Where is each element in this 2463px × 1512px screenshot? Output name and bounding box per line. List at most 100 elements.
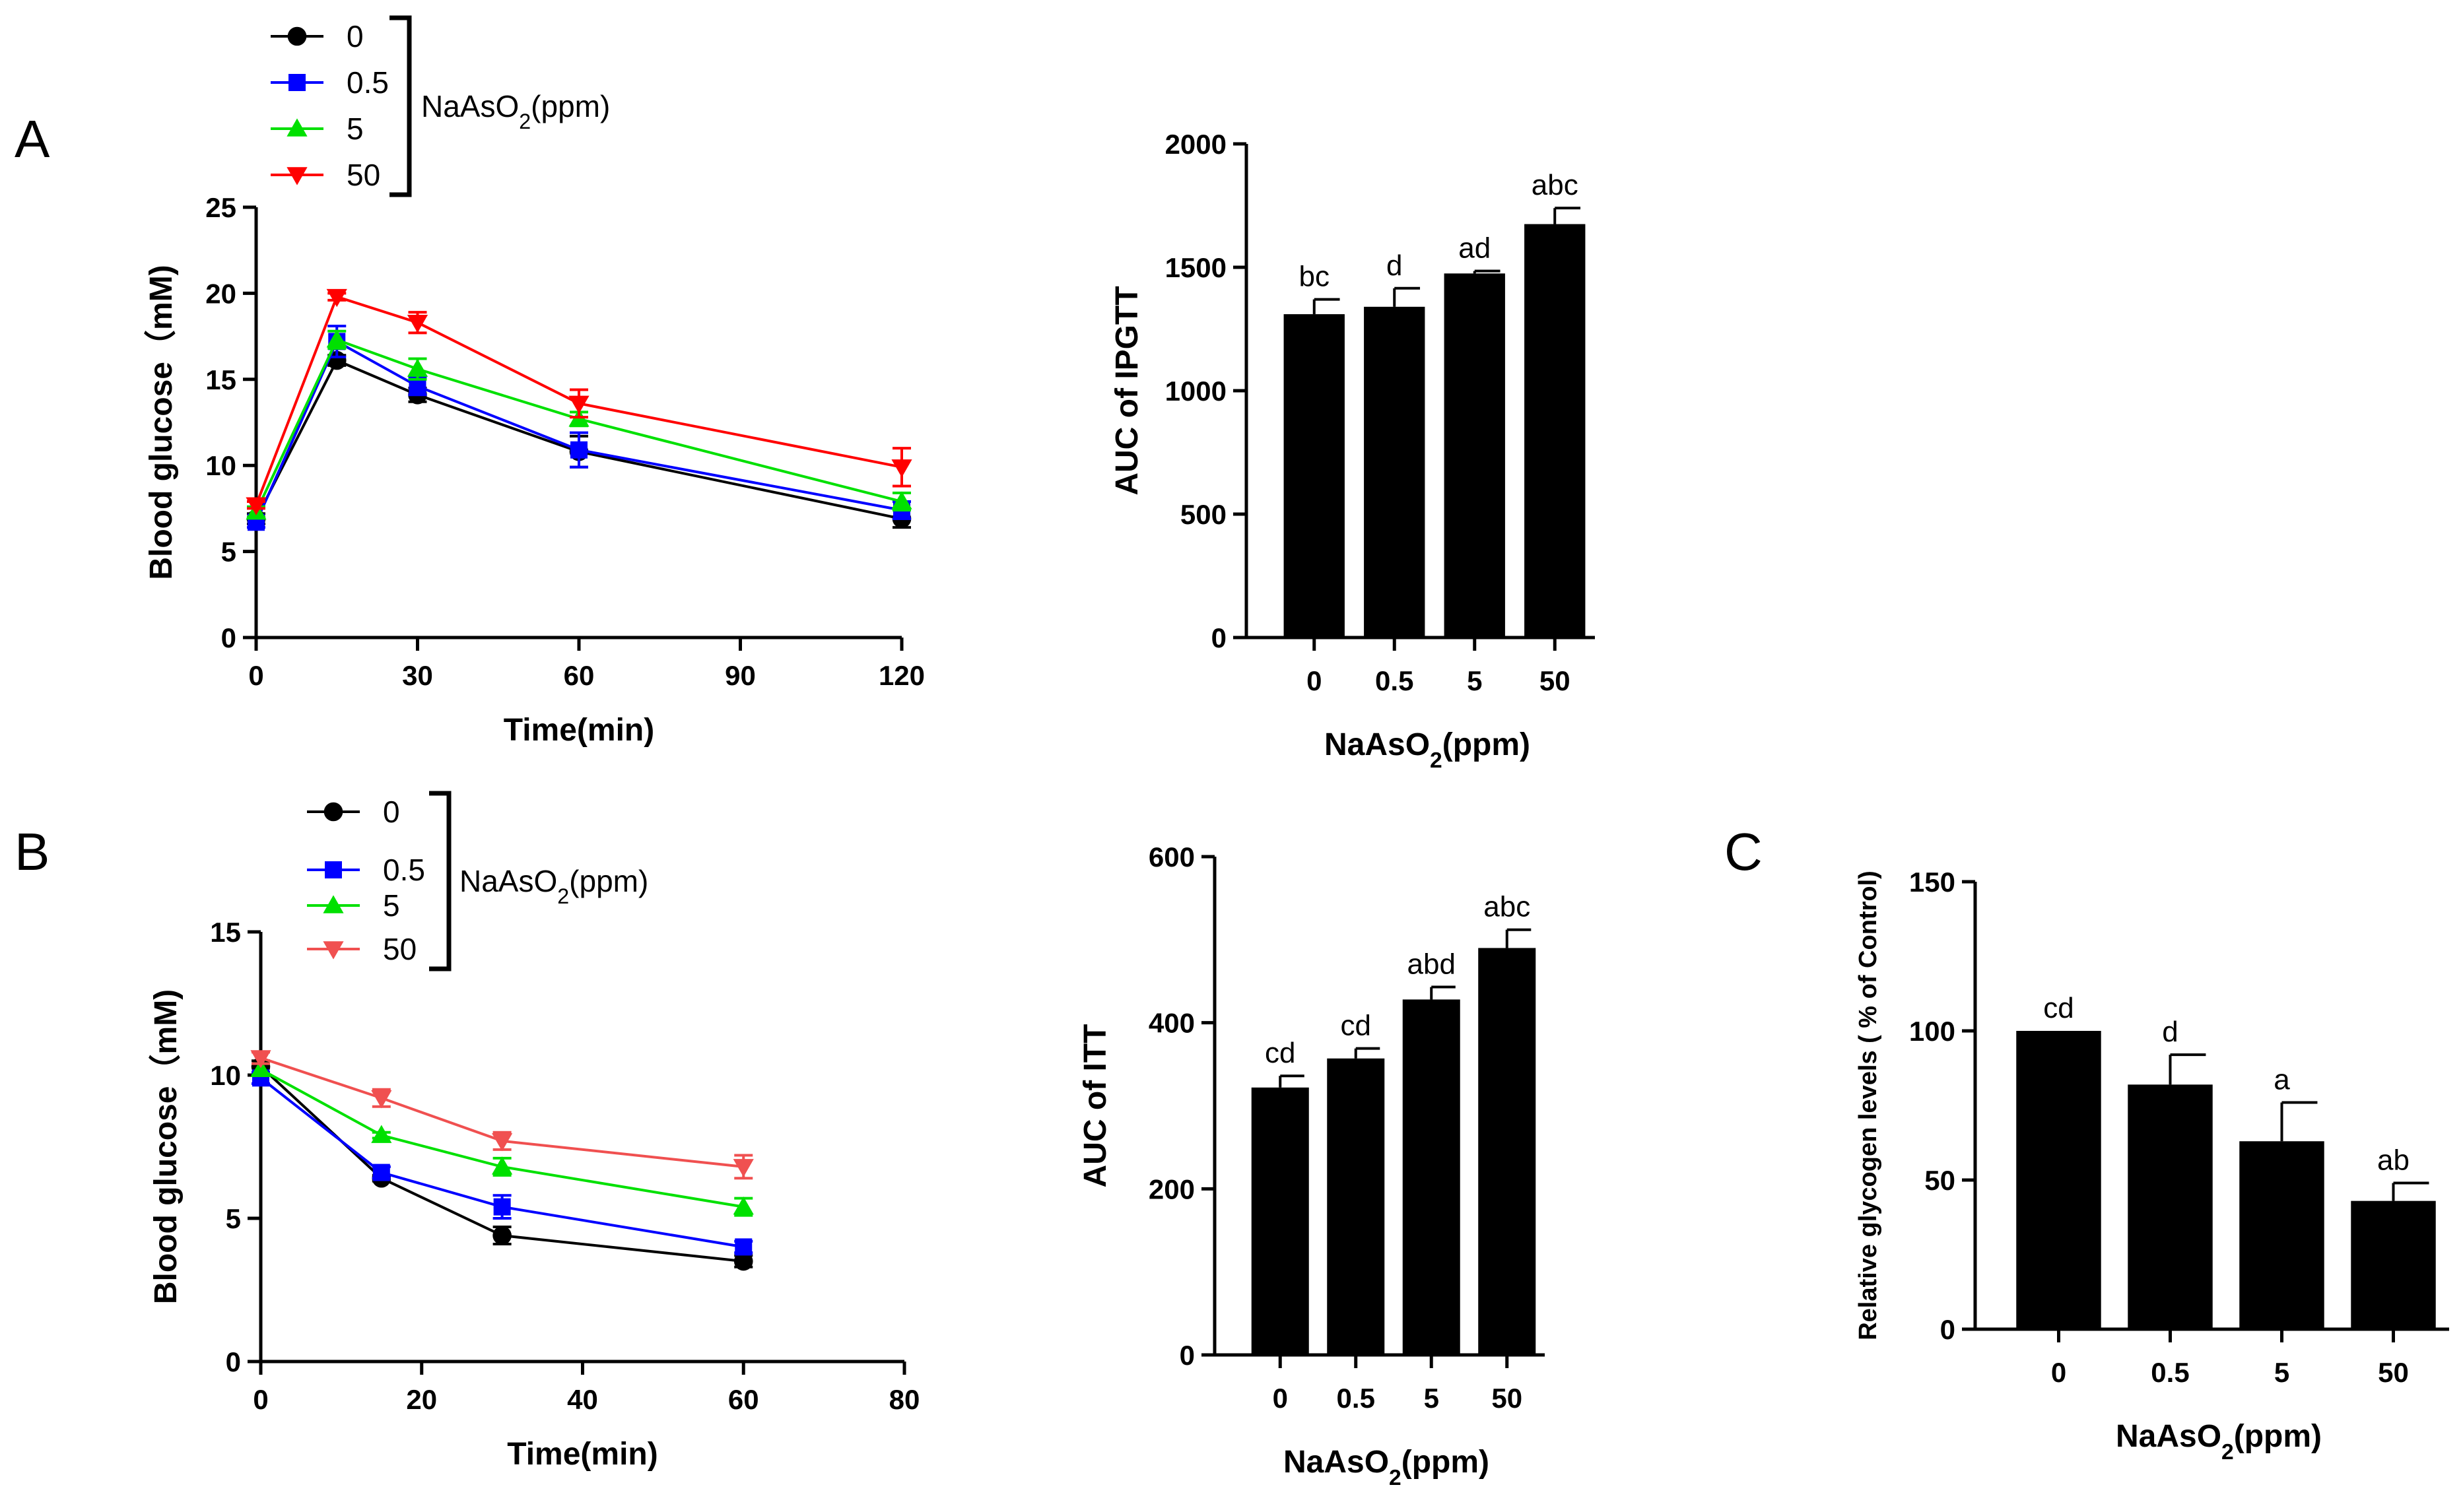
x-axis-title: Time(min): [504, 713, 654, 748]
series-line: [259, 1065, 744, 1263]
x-tick-label: 50: [2378, 1357, 2409, 1388]
data-point: [733, 1251, 753, 1271]
x-tick-label: 0: [248, 660, 263, 691]
y-tick-label: 10: [205, 450, 236, 481]
significance-label: cd: [1341, 1010, 1371, 1042]
x-tick-label: 0: [2051, 1357, 2066, 1388]
significance-label: d: [1386, 249, 1402, 282]
y-tick-label: 0: [221, 622, 236, 653]
legend-marker: [325, 861, 342, 878]
data-point: [493, 1198, 511, 1216]
bar: [1444, 273, 1505, 638]
y-tick-label: 600: [1149, 841, 1195, 872]
legend-marker: [323, 895, 344, 913]
legend-marker: [288, 74, 306, 91]
x-tick-label: 50: [1539, 665, 1570, 696]
legend-marker: [287, 26, 307, 46]
legend-marker: [287, 167, 308, 185]
x-tick-label: 20: [406, 1384, 437, 1415]
bar: [1402, 999, 1460, 1355]
data-point: [407, 315, 428, 333]
legend-bracket: [389, 15, 412, 197]
legend-label: 0: [383, 795, 400, 829]
x-axis-title: NaAsO2(ppm): [2116, 1419, 2322, 1464]
legend-bracket: [429, 791, 452, 971]
bar: [2128, 1084, 2213, 1329]
legend-marker: [287, 118, 308, 137]
significance-label: ab: [2377, 1144, 2410, 1177]
y-axis-title: AUC of ITT: [1078, 1024, 1113, 1188]
bar: [1251, 1087, 1309, 1355]
legend-marker: [323, 802, 343, 822]
panel-letter-b: B: [15, 822, 50, 881]
y-axis-title: Blood glucose（mM): [144, 265, 179, 579]
y-axis-title: Blood glucose（mM): [149, 989, 184, 1304]
x-tick-label: 0.5: [2151, 1357, 2189, 1388]
x-tick-label: 0: [1306, 665, 1322, 696]
legend-label: 0.5: [347, 65, 389, 100]
x-tick-label: 0.5: [1375, 665, 1413, 696]
data-point: [371, 1090, 392, 1109]
y-tick-label: 150: [1909, 867, 1955, 898]
data-point: [250, 1050, 271, 1068]
legend-label: 0: [347, 19, 364, 53]
series-line: [260, 1057, 744, 1168]
x-tick-label: 5: [1424, 1383, 1439, 1414]
legend-marker: [323, 941, 344, 960]
significance-label: abc: [1483, 891, 1530, 923]
bar: [1364, 306, 1425, 638]
significance-label: d: [2162, 1016, 2178, 1048]
data-point: [326, 288, 347, 308]
legend-label: 5: [383, 888, 400, 923]
chart-A-bar: 0 500 1000 1500 2000 bc 0 d 0.5 ad 5 abc 50 NaAsO2(pp…: [1110, 129, 1595, 773]
series-50: [246, 288, 912, 515]
series-line: [260, 1068, 744, 1208]
y-tick-label: 5: [221, 537, 236, 568]
series-5: [250, 1059, 754, 1217]
y-tick-label: 0: [1180, 1340, 1195, 1371]
legend-label: 50: [383, 932, 417, 966]
data-point: [735, 1238, 753, 1256]
y-axis-title: AUC of IPGTT: [1110, 286, 1145, 495]
bar: [2351, 1200, 2436, 1329]
legend: 0 0.5 5 50 NaAsO2(ppm): [271, 15, 610, 197]
significance-label: abd: [1407, 948, 1456, 981]
y-tick-label: 1500: [1165, 252, 1227, 283]
y-tick-label: 200: [1149, 1173, 1195, 1204]
y-tick-label: 50: [1924, 1165, 1955, 1196]
series-line: [259, 1076, 744, 1249]
data-point: [372, 1164, 390, 1181]
data-point: [371, 1125, 392, 1143]
x-axis-title: Time(min): [507, 1437, 658, 1472]
y-tick-label: 0: [226, 1346, 241, 1377]
significance-label: ad: [1458, 232, 1491, 265]
data-point: [326, 329, 347, 348]
legend-label: 0.5: [383, 853, 425, 887]
legend-title: NaAsO2(ppm): [421, 89, 610, 133]
data-point: [891, 459, 912, 478]
bar: [1524, 224, 1586, 638]
y-tick-label: 25: [205, 192, 236, 223]
y-tick-label: 0: [1211, 622, 1227, 653]
charts-layer: 0 5 10 15 20 25 0 30 60 90 120 Time(min) Blood gluco…: [144, 15, 2449, 1490]
significance-label: cd: [1265, 1037, 1295, 1069]
significance-label: bc: [1299, 261, 1330, 293]
y-tick-label: 20: [205, 278, 236, 309]
bar: [2239, 1141, 2324, 1329]
x-tick-label: 0: [1273, 1383, 1288, 1414]
bar: [1283, 314, 1345, 638]
legend-label: 5: [347, 112, 364, 146]
y-tick-label: 2000: [1165, 129, 1227, 160]
data-point: [733, 1197, 754, 1215]
bar: [1327, 1058, 1385, 1355]
significance-label: a: [2274, 1063, 2290, 1096]
x-axis-title: NaAsO2(ppm): [1283, 1445, 1489, 1490]
chart-A-line: 0 5 10 15 20 25 0 30 60 90 120 Time(min) Blood gluco…: [144, 15, 925, 748]
data-point: [733, 1159, 754, 1177]
x-tick-label: 40: [567, 1384, 598, 1415]
y-tick-label: 15: [210, 917, 241, 948]
legend-title: NaAsO2(ppm): [459, 864, 648, 908]
chart-B-line: 0 5 10 15 0 20 40 60 80 Time(min) Blood glucose（mM…: [149, 791, 920, 1472]
